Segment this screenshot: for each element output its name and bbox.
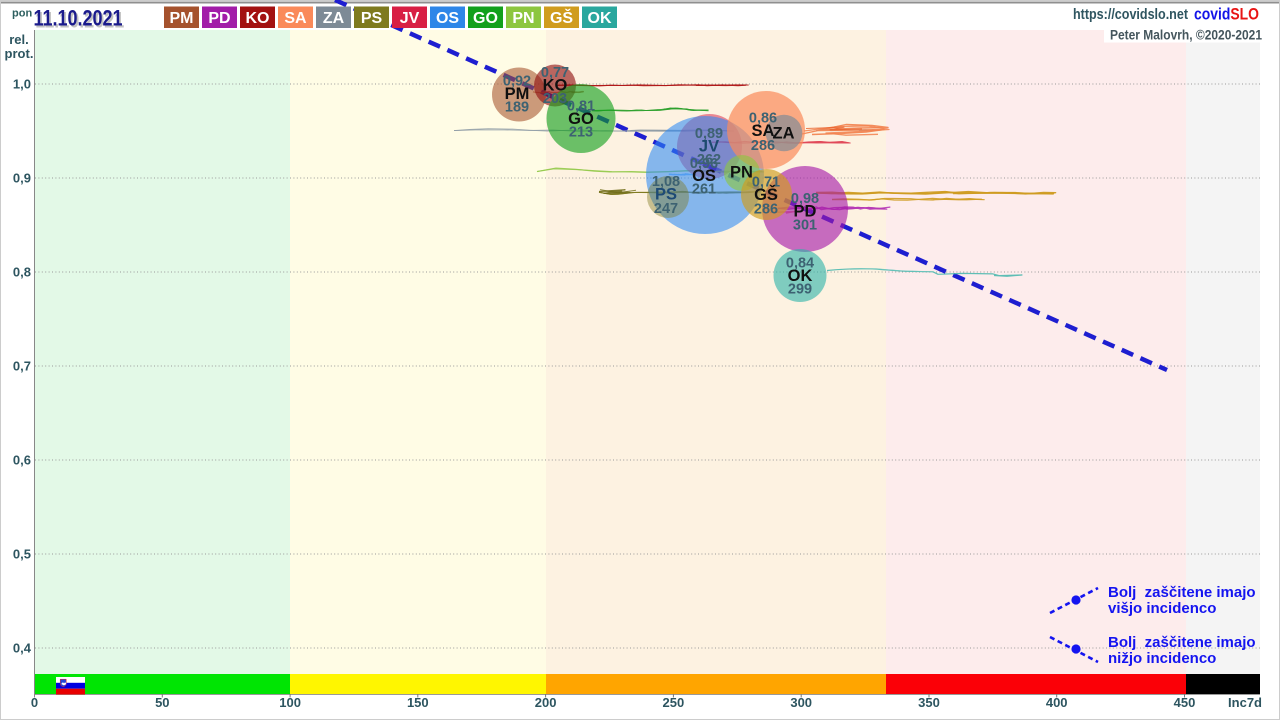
svg-text:350: 350 xyxy=(918,695,940,710)
svg-text:450: 450 xyxy=(1174,695,1196,710)
svg-text:50: 50 xyxy=(155,695,169,710)
svg-text:OS: OS xyxy=(692,167,716,185)
svg-text:0,8: 0,8 xyxy=(13,265,31,280)
svg-text:SA: SA xyxy=(752,122,775,140)
svg-text:213: 213 xyxy=(569,125,593,141)
svg-text:ZA: ZA xyxy=(323,10,345,27)
svg-text:Inc7d: Inc7d xyxy=(1228,695,1262,710)
svg-text:KO: KO xyxy=(246,10,270,27)
svg-text:299: 299 xyxy=(788,281,812,297)
svg-text:0: 0 xyxy=(31,695,38,710)
svg-text:GO: GO xyxy=(473,10,498,27)
svg-text:200: 200 xyxy=(535,695,557,710)
svg-text:prot.: prot. xyxy=(5,46,34,61)
svg-text:PM: PM xyxy=(170,10,194,27)
svg-text:JV: JV xyxy=(699,138,719,156)
svg-text:GŠ: GŠ xyxy=(754,185,778,204)
svg-text:0,92: 0,92 xyxy=(503,74,531,90)
svg-text:286: 286 xyxy=(754,202,778,218)
svg-text:PD: PD xyxy=(208,10,230,27)
svg-text:0,84: 0,84 xyxy=(786,255,814,271)
svg-text:0,7: 0,7 xyxy=(13,359,31,374)
svg-text:286: 286 xyxy=(751,138,775,154)
svg-text:OK: OK xyxy=(588,10,612,27)
svg-text:Bolj zaščitene imajo: Bolj zaščitene imajo xyxy=(1108,584,1256,601)
svg-text:0,96: 0,96 xyxy=(690,156,718,172)
svg-text:Bolj zaščitene imajo: Bolj zaščitene imajo xyxy=(1108,634,1256,651)
svg-text:SA: SA xyxy=(284,10,307,27)
svg-text:PS: PS xyxy=(655,186,677,204)
svg-text:0,89: 0,89 xyxy=(695,126,723,142)
svg-text:261: 261 xyxy=(692,182,716,198)
svg-text:11.10.2021: 11.10.2021 xyxy=(34,6,123,31)
svg-text:0,77: 0,77 xyxy=(541,65,569,81)
svg-text:GŠ: GŠ xyxy=(550,8,573,27)
svg-text:400: 400 xyxy=(1046,695,1068,710)
svg-text:nižjo incidenco: nižjo incidenco xyxy=(1108,650,1216,667)
svg-text:OS: OS xyxy=(436,10,459,27)
svg-text:covidSLO: covidSLO xyxy=(1194,6,1259,24)
svg-text:300: 300 xyxy=(790,695,812,710)
svg-text:pon: pon xyxy=(12,8,32,20)
svg-text:0,6: 0,6 xyxy=(13,453,31,468)
svg-text:0,4: 0,4 xyxy=(13,641,32,656)
svg-text:1,08: 1,08 xyxy=(652,174,680,190)
svg-text:301: 301 xyxy=(793,217,817,233)
svg-text:višjo incidenco: višjo incidenco xyxy=(1108,600,1216,617)
svg-text:189: 189 xyxy=(505,100,529,116)
svg-text:247: 247 xyxy=(654,201,678,217)
svg-text:0,71: 0,71 xyxy=(752,175,780,191)
svg-text:0,86: 0,86 xyxy=(749,111,777,127)
svg-text:1,0: 1,0 xyxy=(13,77,31,92)
svg-text:0,81: 0,81 xyxy=(567,99,595,115)
svg-text:GO: GO xyxy=(568,110,594,128)
svg-text:262: 262 xyxy=(697,152,721,168)
svg-text:JV: JV xyxy=(400,10,420,27)
svg-text:OK: OK xyxy=(788,267,813,285)
svg-text:100: 100 xyxy=(279,695,301,710)
svg-text:0,98: 0,98 xyxy=(791,191,819,207)
svg-text:0,5: 0,5 xyxy=(13,547,31,562)
svg-text:PD: PD xyxy=(794,202,817,220)
svg-text:KO: KO xyxy=(543,77,568,95)
svg-text:PM: PM xyxy=(505,85,530,103)
svg-text:250: 250 xyxy=(663,695,685,710)
svg-text:Peter Malovrh, ©2020-2021: Peter Malovrh, ©2020-2021 xyxy=(1110,28,1262,43)
svg-text:ZA: ZA xyxy=(773,125,795,143)
svg-text:203: 203 xyxy=(543,91,567,107)
svg-text:rel.: rel. xyxy=(9,32,29,47)
svg-text:PN: PN xyxy=(730,164,753,182)
svg-text:0,9: 0,9 xyxy=(13,171,31,186)
svg-text:https://covidslo.net: https://covidslo.net xyxy=(1073,6,1188,23)
svg-text:11.10.2021: 11.10.2021 xyxy=(35,7,124,32)
svg-text:PN: PN xyxy=(512,10,534,27)
svg-text:PS: PS xyxy=(361,10,383,27)
svg-text:150: 150 xyxy=(407,695,429,710)
